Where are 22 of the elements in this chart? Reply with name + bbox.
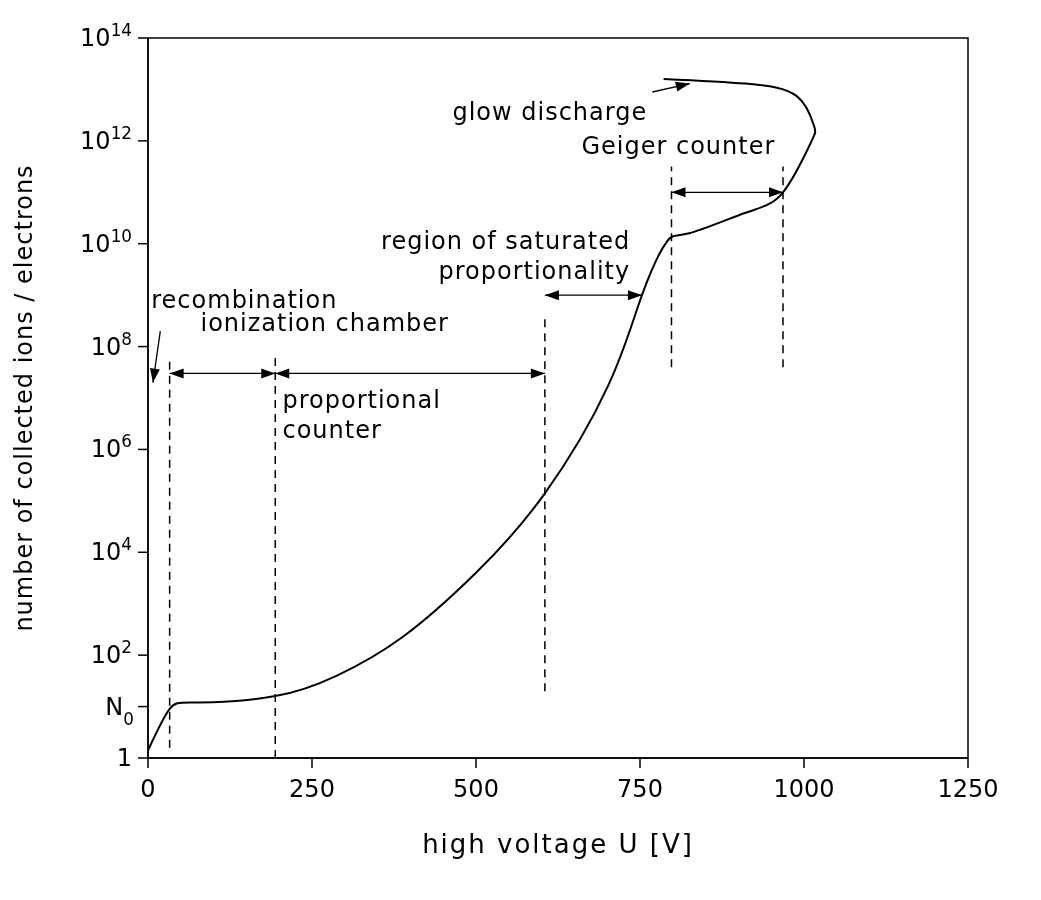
- text: N$_{0}$: [105, 692, 134, 729]
- x-axis-title: high voltage U [V]: [422, 829, 694, 859]
- y-tick-label: 10$^{2}$: [90, 637, 132, 670]
- y-axis-title: number of collected ions / electrons: [9, 164, 38, 632]
- x-tick-label: 250: [289, 775, 335, 804]
- x-tick-label: 500: [453, 775, 499, 804]
- y-tick-label: 10$^{14}$: [80, 20, 132, 52]
- x-tick-label: 1250: [937, 775, 999, 804]
- x-tick-label: 750: [617, 775, 663, 804]
- x-tick-label: 1000: [773, 775, 835, 804]
- annotation: proportional counter: [282, 386, 441, 445]
- y-tick-label: 10$^{12}$: [80, 122, 132, 155]
- y-tick-label: 10$^{10}$: [80, 225, 132, 258]
- y-tick-label: 1: [116, 744, 132, 772]
- annotation: Geiger counter: [581, 131, 776, 160]
- y-tick-label: 10$^{8}$: [90, 328, 132, 361]
- annotation: ionization chamber: [200, 309, 449, 338]
- x-tick-label: 0: [140, 775, 156, 804]
- annotation: region of saturated proportionality: [381, 226, 631, 285]
- y-tick-label: 10$^{6}$: [90, 431, 132, 464]
- annotation: glow discharge: [452, 98, 648, 127]
- y-tick-label: 10$^{4}$: [90, 534, 132, 567]
